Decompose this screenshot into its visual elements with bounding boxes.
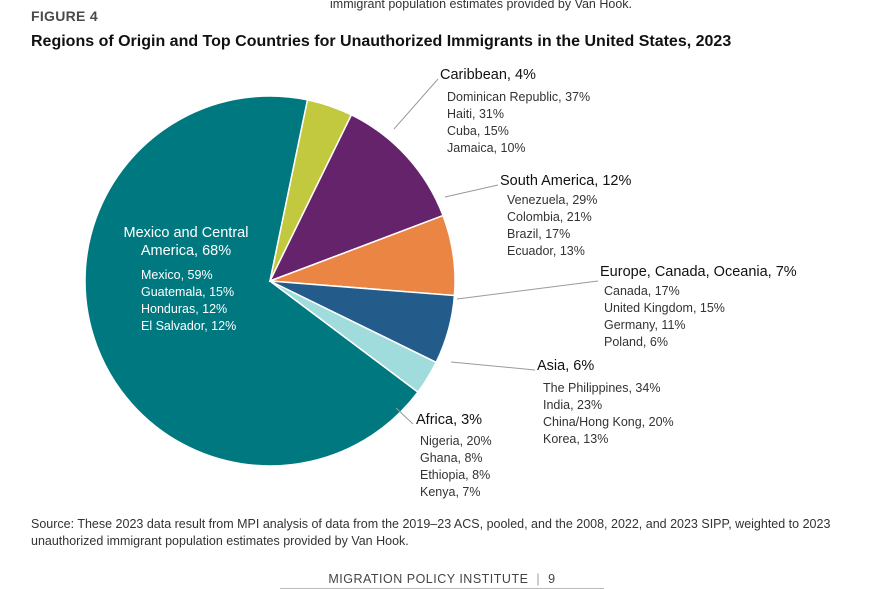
country-label-africa-4: Kenya, 7%	[420, 485, 480, 499]
leader-line-caribbean	[393, 78, 439, 130]
country-label-caribbean-3: Cuba, 15%	[447, 124, 509, 138]
country-label-mexico-and-central-america-3: Honduras, 12%	[141, 302, 227, 316]
slice-label-europe: Europe, Canada, Oceania, 7%	[600, 264, 797, 280]
country-label-caribbean-1: Dominican Republic, 37%	[447, 90, 590, 104]
leader-line-asia	[450, 361, 536, 371]
country-label-caribbean-2: Haiti, 31%	[447, 107, 504, 121]
country-label-asia-1: The Philippines, 34%	[543, 381, 660, 395]
country-label-south-america-2: Colombia, 21%	[507, 210, 592, 224]
slice-label-africa: Africa, 3%	[416, 412, 482, 428]
country-label-asia-2: India, 23%	[543, 398, 602, 412]
leader-line-south-america	[444, 184, 499, 198]
leader-line-africa	[395, 407, 414, 425]
footer-org: MIGRATION POLICY INSTITUTE	[328, 572, 529, 586]
footer-page-number: 9	[548, 572, 556, 586]
source-note: Source: These 2023 data result from MPI …	[31, 517, 831, 548]
figure-label: FIGURE 4	[31, 8, 98, 24]
country-label-mexico-and-central-america-1: Mexico, 59%	[141, 268, 213, 282]
chart-title: Regions of Origin and Top Countries for …	[31, 33, 732, 50]
page-footer: MIGRATION POLICY INSTITUTE | 9	[0, 572, 884, 586]
pie-slice-south-america	[268, 113, 445, 283]
country-label-mexico-and-central-america-4: El Salvador, 12%	[141, 319, 236, 333]
slice-label-south-america: South America, 12%	[500, 173, 631, 189]
country-label-caribbean-4: Jamaica, 10%	[447, 141, 526, 155]
slice-label-asia: Asia, 6%	[537, 358, 594, 374]
leader-line-europe	[456, 280, 599, 300]
slice-label-caribbean: Caribbean, 4%	[440, 67, 536, 83]
country-label-south-america-1: Venezuela, 29%	[507, 193, 597, 207]
country-label-europe-2: United Kingdom, 15%	[604, 301, 725, 315]
country-label-africa-2: Ghana, 8%	[420, 451, 483, 465]
slice-label-mexico-and-central-america: Mexico and Central America, 68%	[124, 225, 249, 259]
country-label-africa-1: Nigeria, 20%	[420, 434, 492, 448]
footer-separator: |	[536, 572, 541, 586]
country-label-south-america-4: Ecuador, 13%	[507, 244, 585, 258]
continued-text: immigrant population estimates provided …	[330, 0, 633, 11]
country-label-south-america-3: Brazil, 17%	[507, 227, 570, 241]
country-label-europe-1: Canada, 17%	[604, 284, 680, 298]
pie-slice-mexico-and-central-america	[84, 95, 419, 467]
country-label-europe-3: Germany, 11%	[604, 318, 686, 332]
country-label-asia-4: Korea, 13%	[543, 432, 608, 446]
country-label-africa-3: Ethiopia, 8%	[420, 468, 490, 482]
country-label-asia-3: China/Hong Kong, 20%	[543, 415, 674, 429]
pie-slice-africa	[269, 280, 438, 394]
pie-chart: Mexico and Central America, 68% Mexico, 59…	[84, 67, 797, 499]
country-label-europe-4: Poland, 6%	[604, 335, 668, 349]
country-label-mexico-and-central-america-2: Guatemala, 15%	[141, 285, 234, 299]
